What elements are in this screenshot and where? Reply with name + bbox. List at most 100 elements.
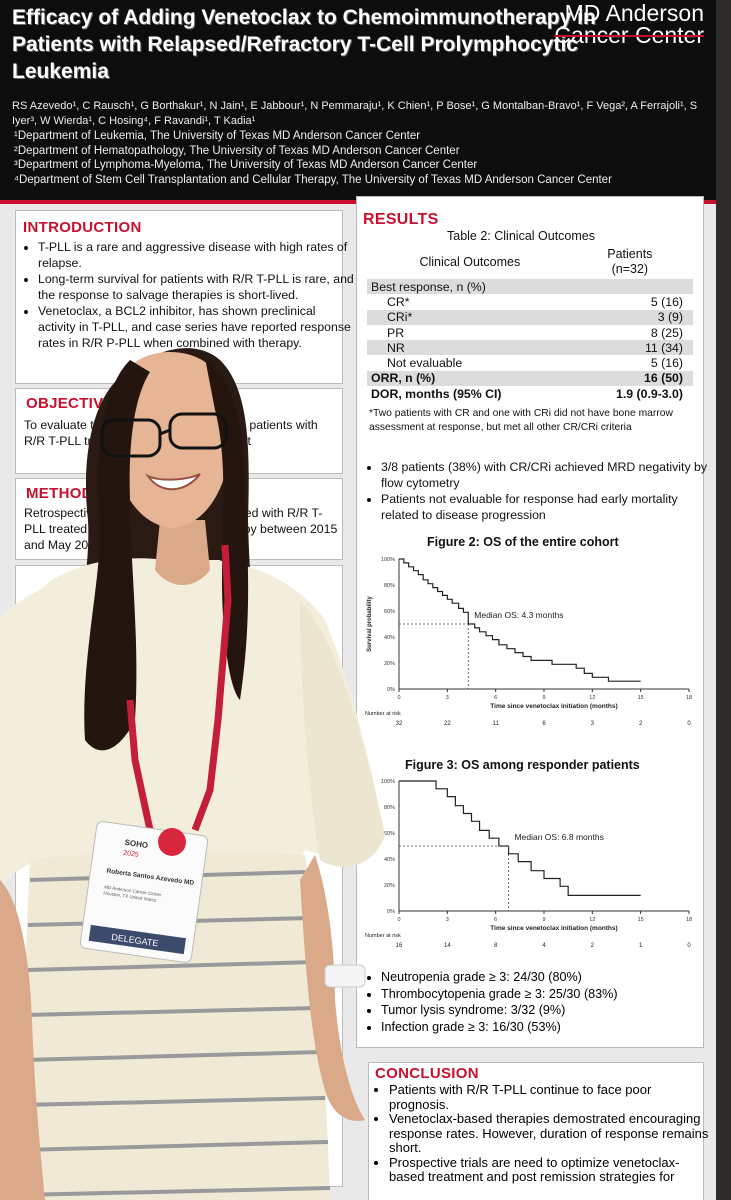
at-risk-count: 4: [542, 943, 546, 949]
table-caption: Table 2: Clinical Outcomes: [447, 229, 595, 243]
results-section: RESULTS Table 2: Clinical Outcomes Clini…: [356, 196, 707, 1048]
median-annotation: Median OS: 6.8 months: [515, 832, 604, 842]
methods-section: METHODS Retrospective review of patients…: [15, 478, 343, 560]
at-risk-label: Number at risk: [365, 711, 401, 717]
x-tick-label: 9: [542, 917, 545, 923]
poster-title: Efficacy of Adding Venetoclax to Chemoim…: [12, 6, 596, 83]
results-bullet: Patients not evaluable for response had …: [381, 491, 707, 523]
at-risk-count: 3: [591, 721, 595, 727]
affiliation-1: ¹Department of Leukemia, The University …: [14, 130, 421, 142]
intro-bullet: Venetoclax, a BCL2 inhibitor, has shown …: [38, 303, 356, 351]
poster-header: Efficacy of Adding Venetoclax to Chemoim…: [0, 0, 716, 204]
at-risk-label: Number at risk: [365, 933, 401, 939]
x-tick-label: 0: [397, 695, 400, 701]
conclusion-heading: CONCLUSION: [375, 1065, 479, 1082]
x-tick-label: 18: [686, 695, 692, 701]
affiliation-3: ³Department of Lymphoma-Myeloma, The Uni…: [14, 159, 478, 171]
objective-text: To evaluate the efficacy and outcomes in…: [24, 418, 318, 448]
conclusion-bullet: Venetoclax-based therapies demostrated e…: [389, 1111, 714, 1156]
x-tick-label: 3: [446, 695, 449, 701]
intro-bullet: T-PLL is a rare and aggressive disease w…: [38, 239, 356, 271]
logo-line-2: Cancer Center: [554, 22, 704, 48]
y-tick-label: 20%: [384, 661, 395, 667]
y-tick-label: 40%: [384, 857, 395, 863]
affiliation-list: ¹Department of Leukemia, The University …: [14, 129, 704, 187]
median-annotation: Median OS: 4.3 months: [474, 610, 563, 620]
x-axis-label: Time since venetoclax initiation (months…: [490, 703, 617, 710]
table-header-outcomes: Clinical Outcomes: [419, 255, 521, 269]
at-risk-count: 1: [639, 943, 643, 949]
at-risk-count: 14: [444, 943, 451, 949]
adverse-event: Neutropenia grade ≥ 3: 24/30 (80%): [381, 969, 711, 986]
table-row-label: DOR, months (95% CI): [371, 386, 502, 401]
table-row-value: 3 (9): [572, 309, 693, 325]
at-risk-count: 6: [542, 721, 546, 727]
table-row-value: 11 (34): [572, 340, 693, 356]
affiliation-4: ⁴Department of Stem Cell Transplantation…: [14, 173, 612, 186]
logo-line-1: MD Anderson: [564, 0, 704, 26]
results-bullet: 3/8 patients (38%) with CR/CRi achieved …: [381, 459, 707, 491]
figure-3-km-chart: 0% 20% 40% 60% 80% 100% 0 16 3 14 6 8 9 4 12 2 15 1 18 0 Tim…: [365, 779, 692, 949]
y-tick-label: 80%: [384, 583, 395, 589]
adverse-events-list: Neutropenia grade ≥ 3: 24/30 (80%) Throm…: [367, 969, 711, 1035]
x-tick-label: 3: [446, 917, 449, 923]
at-risk-count: 0: [687, 721, 691, 727]
methods-heading: METHODS: [26, 485, 104, 502]
y-axis-label: Survival probability: [367, 595, 373, 651]
adverse-event: Infection grade ≥ 3: 16/30 (53%): [381, 1019, 711, 1036]
hidden-section: [15, 565, 343, 1187]
table-row-label: ORR, n (%): [367, 370, 573, 387]
x-tick-label: 15: [638, 695, 644, 701]
table-header-patients-1: Patients: [607, 247, 653, 261]
table-row-label: Best response, n (%): [367, 279, 573, 295]
figure-3-caption: Figure 3: OS among responder patients: [405, 758, 640, 772]
x-tick-label: 6: [494, 917, 497, 923]
at-risk-count: 2: [591, 943, 595, 949]
x-tick-label: 0: [397, 917, 400, 923]
at-risk-count: 22: [444, 721, 451, 727]
results-bullets: 3/8 patients (38%) with CR/CRi achieved …: [367, 459, 707, 523]
table-header-patients: Patients (n=32): [573, 245, 693, 279]
intro-bullet: Long-term survival for patients with R/R…: [38, 271, 356, 303]
y-tick-label: 0%: [387, 687, 395, 693]
results-heading: RESULTS: [363, 211, 439, 228]
x-axis-label: Time since venetoclax initiation (months…: [490, 925, 617, 932]
y-tick-label: 40%: [384, 635, 395, 641]
table-row-label: Not evaluable: [387, 356, 463, 371]
figure-2-km-chart: 0% 20% 40% 60% 80% 100% 0 32 3 22 6 11 9 6 12 3 15 2 18 0 Ti…: [365, 557, 692, 727]
x-tick-label: 9: [542, 695, 545, 701]
x-tick-label: 6: [494, 695, 497, 701]
y-tick-label: 100%: [381, 557, 395, 563]
x-tick-label: 12: [589, 917, 595, 923]
y-tick-label: 20%: [384, 883, 395, 889]
table-row-label: CR*: [387, 294, 410, 309]
objective-heading: OBJECTIVE: [26, 395, 114, 412]
table-row-value: 16 (50): [572, 370, 693, 387]
table-footnote: *Two patients with CR and one with CRi d…: [369, 408, 673, 433]
table-row-label: PR: [387, 325, 405, 340]
y-tick-label: 60%: [384, 831, 395, 837]
y-tick-label: 80%: [384, 805, 395, 811]
at-risk-count: 32: [396, 721, 403, 727]
table-row-value: 5 (16): [650, 356, 683, 371]
table-row-value: [572, 279, 693, 295]
x-tick-label: 12: [589, 695, 595, 701]
table-header-patients-2: (n=32): [611, 262, 649, 276]
adverse-event: Thrombocytopenia grade ≥ 3: 25/30 (83%): [381, 986, 711, 1003]
table-row-value: 8 (25): [650, 325, 683, 340]
at-risk-count: 2: [639, 721, 643, 727]
y-tick-label: 60%: [384, 609, 395, 615]
conclusion-bullet: Prospective trials are need to optimize …: [389, 1155, 714, 1185]
x-tick-label: 15: [638, 917, 644, 923]
x-tick-label: 18: [686, 917, 692, 923]
survival-curve: [399, 780, 641, 896]
conclusion-bullet: Patients with R/R T-PLL continue to face…: [389, 1082, 714, 1112]
mdanderson-logo: MD Anderson Cancer Center: [554, 0, 704, 48]
at-risk-count: 16: [396, 943, 403, 949]
at-risk-count: 0: [687, 943, 691, 949]
at-risk-count: 11: [493, 721, 500, 727]
clinical-outcomes-table: Clinical Outcomes Patients (n=32) Best r…: [367, 245, 693, 401]
methods-text: Retrospective review of patients diagnos…: [24, 506, 338, 552]
adverse-event: Tumor lysis syndrome: 3/32 (9%): [381, 1002, 711, 1019]
